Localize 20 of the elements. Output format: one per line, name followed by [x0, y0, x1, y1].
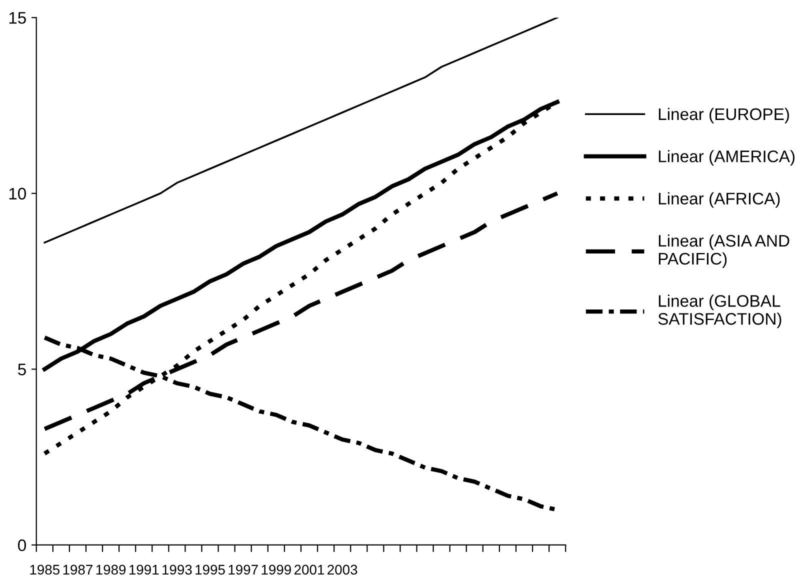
line-series: [44, 18, 558, 244]
legend-label: Linear (AMERICA): [658, 150, 795, 166]
x-tick-label: 1987: [63, 564, 92, 575]
legend-label: Linear (GLOBAL SATISFACTION): [658, 294, 782, 328]
x-tick-label: 2001: [294, 564, 324, 575]
legend-label: Linear (AFRICA): [658, 192, 780, 208]
x-tick-label: 1985: [30, 564, 60, 575]
x-tick-label: 1989: [96, 564, 126, 575]
x-tick-label: 1999: [262, 564, 291, 575]
x-tick-label: 1991: [129, 564, 159, 575]
legend-label: Linear (EUROPE): [658, 108, 789, 124]
y-tick-label: 5: [18, 364, 26, 376]
y-tick-label: 15: [9, 12, 26, 24]
x-tick-label: 1993: [162, 564, 192, 575]
y-tick-label: 10: [9, 188, 26, 200]
x-tick-label: 2003: [328, 564, 358, 575]
y-tick-label: 0: [18, 539, 26, 552]
legend-label: Linear (ASIA AND PACIFIC): [658, 234, 790, 268]
x-tick-label: 1997: [228, 564, 258, 575]
x-tick-label: 1995: [196, 564, 225, 575]
